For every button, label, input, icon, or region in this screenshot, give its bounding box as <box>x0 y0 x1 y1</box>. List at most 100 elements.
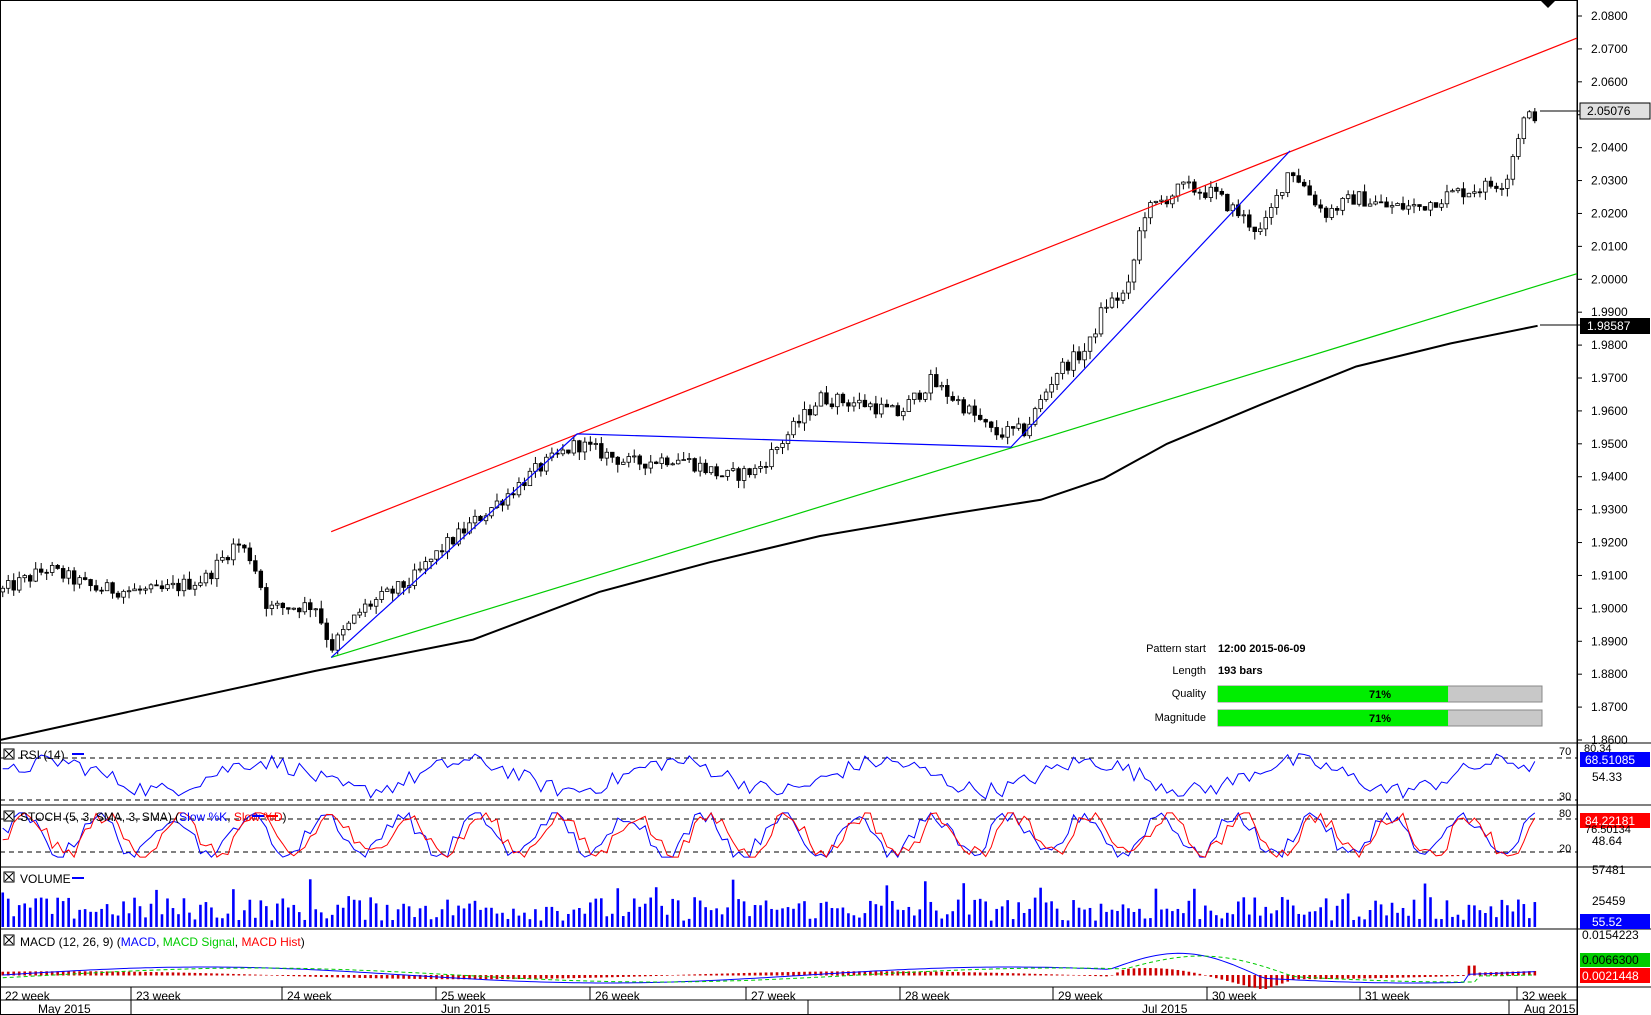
candle <box>719 475 725 478</box>
candle-body <box>121 590 126 598</box>
macd-hist-bar <box>1396 975 1399 978</box>
candle <box>110 581 115 599</box>
candle-body <box>1516 138 1521 157</box>
candlesticks <box>0 108 1538 655</box>
candle <box>1104 299 1109 313</box>
volume-bar <box>1154 888 1158 927</box>
macd-hist-bar <box>1346 975 1350 979</box>
candle-body <box>846 402 851 407</box>
candle <box>681 452 686 461</box>
volume-bar <box>105 904 109 927</box>
candle-body <box>1483 180 1488 193</box>
volume-bar <box>265 906 268 927</box>
candle-body <box>445 537 450 553</box>
candle-body <box>439 550 445 553</box>
candle <box>286 607 291 615</box>
candle <box>994 420 999 440</box>
volume-bar <box>814 918 817 927</box>
volume-bar <box>363 919 367 927</box>
candle <box>1269 203 1274 225</box>
candle <box>846 399 851 412</box>
candle-body <box>901 411 906 417</box>
macd-title-hist: MACD Hist <box>241 935 301 949</box>
candle-body <box>159 585 165 590</box>
volume-bar <box>1121 904 1125 927</box>
candle <box>1181 181 1186 190</box>
volume-bar <box>171 908 175 927</box>
candle <box>1516 133 1521 160</box>
volume-bar <box>550 906 554 927</box>
week-label: 23 week <box>136 989 182 1003</box>
channel-upper-line <box>330 37 1578 533</box>
macd-hist-bar <box>913 971 916 976</box>
macd-hist-bar <box>1264 975 1268 989</box>
candle-body <box>1208 186 1214 198</box>
rsi-level-30-label: 30 <box>1559 791 1571 803</box>
candle-body <box>1510 156 1516 180</box>
macd-hist-bar <box>138 971 142 976</box>
candle <box>165 579 170 591</box>
volume-bar <box>934 910 938 927</box>
candle-body <box>1225 193 1230 212</box>
candle <box>1126 274 1131 300</box>
candle-body <box>1323 207 1329 218</box>
macd-hist-bar <box>1506 971 1509 976</box>
volume-bar <box>254 917 257 927</box>
volume-bar <box>1176 908 1180 927</box>
candle-body <box>813 405 818 416</box>
candle <box>1076 346 1082 364</box>
candle-body <box>571 440 577 454</box>
volume-bar <box>314 909 318 927</box>
candle-body <box>1378 201 1384 204</box>
candle-body <box>1093 333 1098 338</box>
macd-hist-bar <box>204 973 208 976</box>
scroll-end-icon[interactable] <box>1540 0 1556 8</box>
pattern-start-value: 12:00 2015-06-09 <box>1218 643 1305 655</box>
pattern-length-label: Length <box>1172 665 1206 677</box>
macd-hist-bar <box>1198 973 1202 976</box>
macd-hist-bar <box>352 975 356 978</box>
rsi-mid-label: 54.33 <box>1592 770 1622 784</box>
candle-body <box>1439 203 1444 208</box>
volume-bar <box>1517 899 1520 927</box>
candle-body <box>258 570 264 588</box>
candle <box>417 561 423 573</box>
macd-hist-bar <box>72 971 76 976</box>
candle-body <box>49 565 55 573</box>
candle-body <box>950 396 955 401</box>
candle-body <box>1291 172 1296 177</box>
candle-body <box>1148 202 1153 219</box>
macd-hist-bar <box>698 974 702 976</box>
candle <box>99 586 104 595</box>
candle-body <box>1318 204 1323 209</box>
macd-hist-bar <box>578 975 581 979</box>
volume-bar <box>737 899 740 927</box>
candle <box>198 575 203 588</box>
candle <box>978 408 983 421</box>
candle-body <box>1334 208 1340 211</box>
candle-body <box>209 572 214 580</box>
volume-bar <box>1335 905 1339 927</box>
volume-bar <box>237 920 241 927</box>
candle <box>187 571 192 590</box>
volume-bar <box>391 920 394 927</box>
candle-body <box>28 575 33 582</box>
candle <box>692 457 697 473</box>
volume-bar <box>1434 918 1438 927</box>
macd-hist-bar <box>1275 975 1279 986</box>
candle <box>906 395 912 412</box>
price-tick-label: 2.0800 <box>1591 9 1628 23</box>
candle <box>741 465 747 489</box>
volume-bar <box>1050 901 1053 927</box>
candle <box>1510 154 1516 186</box>
volume-bar <box>1182 913 1185 927</box>
volume-bar <box>1242 897 1246 927</box>
candle <box>297 607 302 619</box>
macd-hist-bar <box>319 975 323 977</box>
candle <box>1373 195 1378 206</box>
candle-body <box>566 449 571 454</box>
candle <box>1071 344 1076 378</box>
macd-title-main: MACD <box>121 935 157 949</box>
pattern-info-box: Pattern start 12:00 2015-06-09 Length 19… <box>1146 643 1543 727</box>
volume-bar <box>188 912 191 927</box>
